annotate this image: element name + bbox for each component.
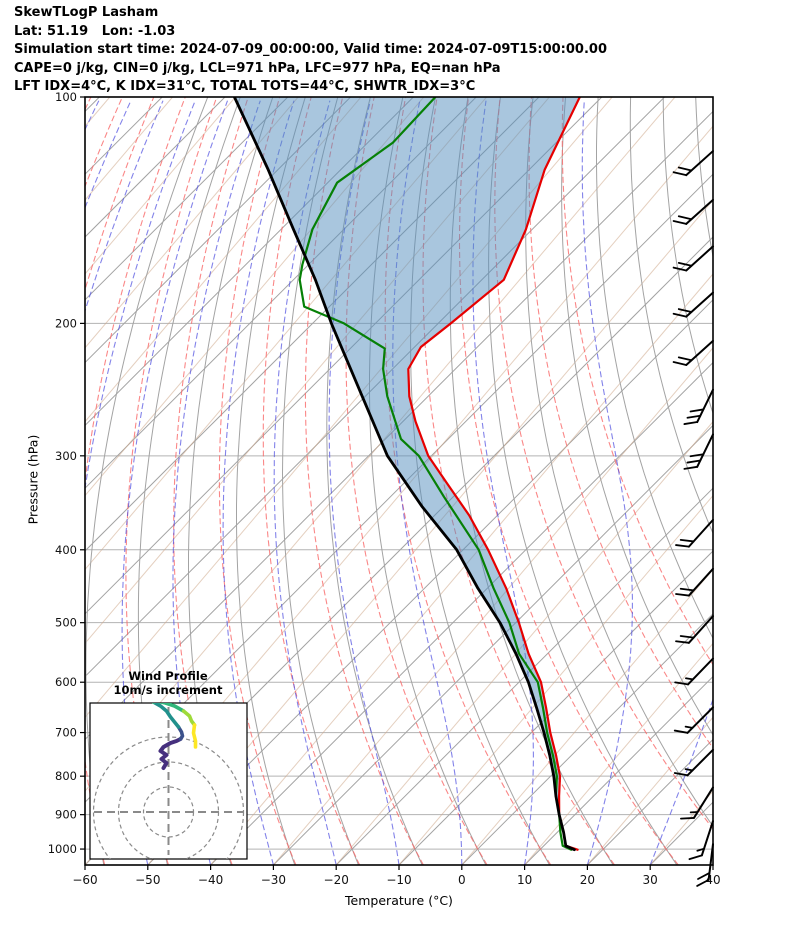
wind-barb [672,291,714,318]
wind-barb [696,843,714,887]
cape-cin-line: CAPE=0 j/kg, CIN=0 j/kg, LCL=971 hPa, LF… [14,60,501,76]
hodograph-ring [117,761,220,859]
x-tick-labels: −60 −50 −40 −30 −20 −10 0 10 20 30 40 [72,873,720,887]
wind-barb [680,786,714,820]
svg-text:10: 10 [517,873,532,887]
plot-area [85,97,713,865]
indices-line: LFT IDX=4°C, K IDX=31°C, TOTAL TOTS=44°C… [14,79,476,94]
y-tick-marks [80,96,85,850]
y-tick-labels: 100 200 300 400 500 600 700 800 900 1000 [48,90,77,856]
svg-text:−20: −20 [324,873,349,887]
hodograph-title-line1: Wind Profile [128,669,208,683]
header: SkewTLogP Lasham Lat: 51.19 Lon: -1.03 S… [14,4,607,97]
hodograph-trace-segment [176,725,185,741]
wind-barb [672,245,714,272]
plot-title: SkewTLogP Lasham [14,5,159,20]
wind-barb [675,518,714,548]
wind-barb [673,748,714,777]
svg-text:20: 20 [580,873,595,887]
reference-profile-curve [233,97,576,852]
wind-barb [672,339,714,366]
hodograph-ring [142,786,195,838]
svg-text:−60: −60 [72,873,97,887]
svg-text:100: 100 [55,90,77,104]
hodograph-trace-segment [152,703,186,713]
svg-text:−50: −50 [135,873,160,887]
wind-barb [675,567,714,597]
hodograph-trace-segment [152,703,181,729]
wind-barbs [672,150,714,887]
svg-text:−30: −30 [261,873,286,887]
svg-text:−40: −40 [198,873,223,887]
svg-text:200: 200 [55,316,77,330]
y-axis-label: Pressure (hPa) [25,434,41,525]
hodograph-trace-segment [158,737,183,770]
svg-text:500: 500 [55,616,77,630]
svg-text:600: 600 [55,675,77,689]
wind-barb [683,433,714,470]
wind-barb [672,198,714,225]
dewpoint-curve [298,97,573,851]
hodograph-ring [92,736,245,859]
svg-text:700: 700 [55,726,77,740]
wind-barb [675,615,714,644]
cin-shading [234,97,580,850]
lat-lon-line: Lat: 51.19 Lon: -1.03 [14,23,176,39]
wind-barb [683,388,714,425]
wind-barb [672,150,714,177]
time-line: Simulation start time: 2024-07-09_00:00:… [14,42,607,57]
hodograph-title-line2: 10m/s increment [113,683,223,697]
wind-barb [688,820,714,861]
wind-barb [673,706,714,734]
svg-text:−10: −10 [386,873,411,887]
hodograph-inset [89,702,248,860]
hodograph-title: Wind Profile 10m/s increment [88,669,248,697]
svg-text:0: 0 [458,873,466,887]
x-tick-marks [84,865,714,870]
x-axis-label: Temperature (°C) [345,893,453,908]
svg-text:300: 300 [55,449,77,463]
svg-text:30: 30 [643,873,658,887]
svg-text:400: 400 [55,543,77,557]
wind-barb [674,657,714,686]
svg-text:800: 800 [55,769,77,783]
temperature-curve [407,97,581,851]
hodograph-trace-segment [181,709,197,727]
svg-text:1000: 1000 [48,842,77,856]
svg-text:900: 900 [55,808,77,822]
hodograph-trace-segment [191,723,198,749]
